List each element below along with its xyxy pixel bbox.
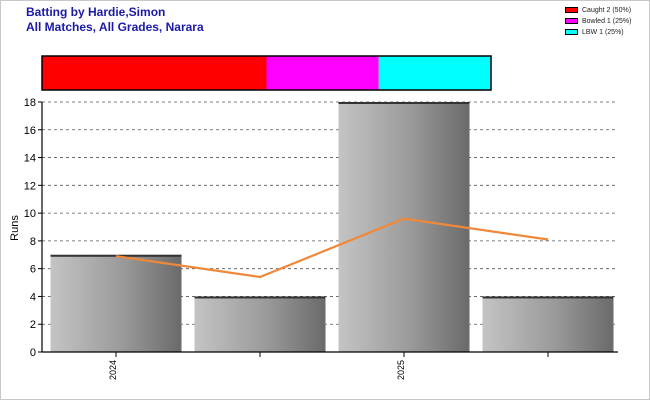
y-tick-label-0: 0 bbox=[30, 347, 36, 359]
chart-title: Batting by Hardie,Simon bbox=[26, 5, 166, 19]
y-tick-label-9: 18 bbox=[24, 97, 36, 109]
y-tick-label-5: 10 bbox=[24, 208, 36, 220]
dismissal-bar-border bbox=[41, 55, 492, 91]
legend-label-bowled: Bowled 1 (25%) bbox=[582, 17, 632, 25]
y-tick-label-6: 12 bbox=[24, 180, 36, 192]
bar-0 bbox=[50, 254, 182, 352]
bar-top-1 bbox=[194, 296, 326, 299]
legend-swatch-lbw bbox=[565, 29, 578, 35]
bar-top-3 bbox=[482, 296, 614, 299]
legend-item-caught: Caught 2 (50%) bbox=[565, 5, 631, 15]
chart-subtitle: All Matches, All Grades, Narara bbox=[26, 20, 204, 34]
x-tick-label-2: 2025 bbox=[396, 360, 406, 380]
x-tick-labels: 2024 2025 bbox=[108, 352, 549, 380]
y-tick-label-4: 8 bbox=[30, 236, 36, 248]
y-tick-label-1: 2 bbox=[30, 319, 36, 331]
dismissal-stack-bar bbox=[41, 55, 492, 91]
y-tick-label-8: 16 bbox=[24, 125, 36, 137]
bars bbox=[50, 102, 614, 352]
axes bbox=[41, 102, 618, 353]
legend: Caught 2 (50%) Bowled 1 (25%) LBW 1 (25%… bbox=[565, 5, 631, 38]
x-tick-label-0: 2024 bbox=[108, 360, 118, 380]
legend-label-caught: Caught 2 (50%) bbox=[582, 6, 632, 14]
bar-3 bbox=[482, 296, 614, 352]
legend-label-lbw: LBW 1 (25%) bbox=[582, 28, 624, 36]
bar-top-2 bbox=[338, 102, 470, 104]
y-tick-label-2: 4 bbox=[30, 291, 36, 303]
legend-item-bowled: Bowled 1 (25%) bbox=[565, 16, 631, 26]
y-tick-label-3: 6 bbox=[30, 264, 36, 276]
dismissal-segment-2 bbox=[378, 56, 491, 90]
trend-line-path bbox=[115, 217, 549, 279]
legend-swatch-caught bbox=[565, 7, 578, 13]
bar-2 bbox=[338, 102, 470, 352]
grid-lines bbox=[42, 101, 618, 325]
legend-swatch-bowled bbox=[565, 18, 578, 24]
dismissal-segment-0 bbox=[42, 56, 267, 90]
bar-1 bbox=[194, 296, 326, 352]
trend-line bbox=[115, 217, 549, 279]
legend-item-lbw: LBW 1 (25%) bbox=[565, 27, 631, 37]
dismissal-segment-1 bbox=[266, 56, 379, 90]
y-tick-label-7: 14 bbox=[24, 153, 36, 165]
y-axis-label: Runs bbox=[9, 215, 21, 241]
bar-top-0 bbox=[50, 254, 182, 257]
y-tick-labels: 0 2 4 6 8 10 12 14 16 18 bbox=[24, 97, 42, 359]
